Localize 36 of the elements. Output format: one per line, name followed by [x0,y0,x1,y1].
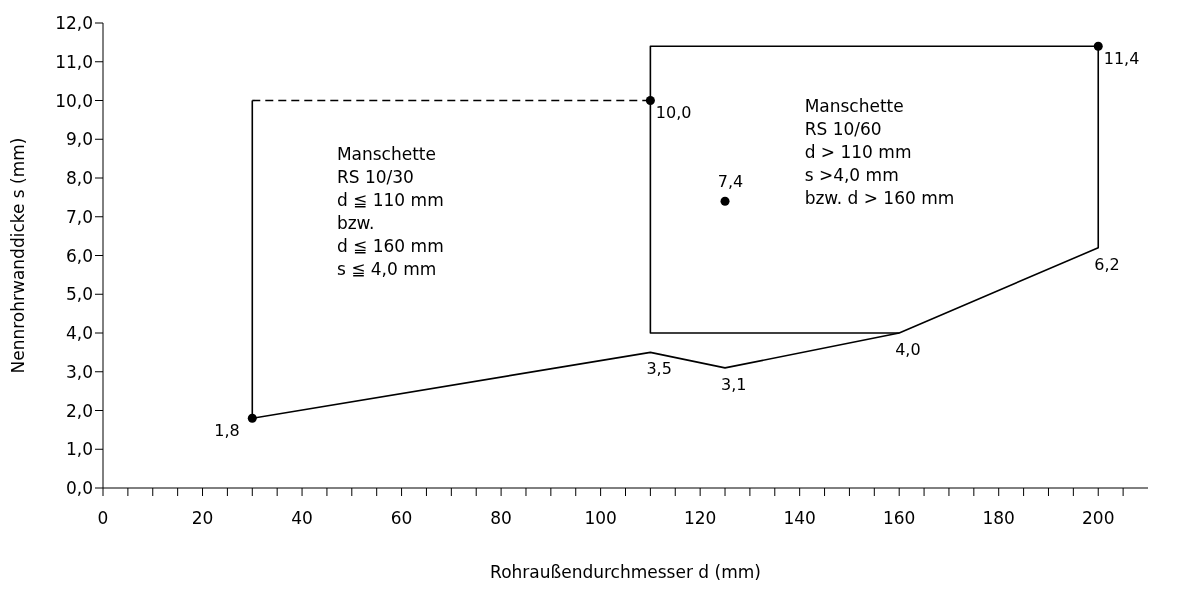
y-tick-label: 2,0 [65,400,93,421]
y-tick-label: 0,0 [65,478,93,499]
x-tick-label: 40 [291,508,313,529]
x-tick-label: 100 [584,508,617,529]
y-tick-label: 1,0 [65,439,93,460]
x-tick-label: 0 [97,508,109,529]
y-tick-label: 9,0 [65,129,93,150]
y-tick-label: 4,0 [65,323,93,344]
y-tick-label: 8,0 [65,168,93,189]
data-label: 4,0 [895,340,921,359]
x-tick-label: 140 [783,508,816,529]
annotation: Manschette RS 10/60 d > 110 mm s >4,0 mm bzw. d > 160 mm [804,94,955,210]
y-tick-label: 12,0 [55,13,93,34]
x-tick-label: 60 [390,508,413,529]
y-tick-label: 7,0 [65,206,93,227]
data-label: 7,4 [717,171,744,191]
x-tick-label: 20 [191,508,214,529]
x-tick-label: 160 [882,508,916,529]
y-tick-label: 10,0 [55,90,93,111]
x-tick-label: 120 [683,508,717,529]
y-tick-label: 5,0 [65,284,93,305]
x-tick-label: 80 [490,508,512,529]
data-label: 3,1 [721,374,747,394]
y-tick-label: 6,0 [65,245,93,266]
data-label: 3,5 [646,359,672,379]
x-tick-label: 200 [1082,508,1115,529]
data-label: 1,8 [214,420,240,440]
data-label: 10,0 [655,102,692,122]
x-axis-title: Rohraußendurchmesser d (mm) [490,562,761,582]
y-axis-title: Nennrohrwanddicke s (mm) [8,137,29,374]
data-label: 6,2 [1094,254,1120,274]
data-label: 11,4 [1103,48,1140,68]
x-tick-label: 180 [982,508,1015,529]
annotation: Manschette RS 10/30 d ≦ 110 mm bzw. d ≦ 160 mm s ≦ 4,0 mm [336,143,444,282]
y-tick-label: 11,0 [55,51,93,72]
y-tick-label: 3,0 [65,361,93,382]
